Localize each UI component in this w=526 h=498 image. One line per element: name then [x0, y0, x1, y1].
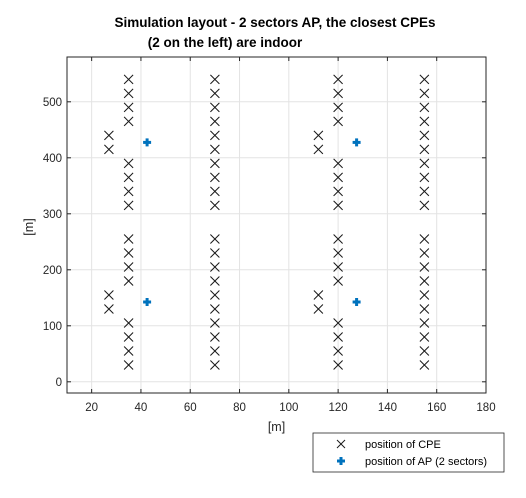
- cpe-point: [420, 131, 429, 140]
- x-tick-label: 120: [329, 402, 348, 414]
- cpe-point: [210, 89, 219, 98]
- cpe-point: [124, 159, 133, 168]
- cpe-point: [124, 173, 133, 182]
- cpe-point: [420, 187, 429, 196]
- cpe-point: [420, 173, 429, 182]
- chart-title-line: Simulation layout - 2 sectors AP, the cl…: [114, 15, 435, 30]
- y-tick-label: 500: [43, 97, 62, 109]
- cpe-point: [314, 291, 323, 300]
- cpe-point: [420, 347, 429, 356]
- cpe-point: [420, 89, 429, 98]
- cpe-point: [420, 201, 429, 210]
- cpe-point: [124, 333, 133, 342]
- cpe-point: [314, 305, 323, 314]
- cpe-point: [210, 159, 219, 168]
- cpe-point: [104, 145, 113, 154]
- cpe-point: [420, 361, 429, 370]
- cpe-point: [420, 305, 429, 314]
- y-tick-label: 100: [43, 321, 62, 333]
- x-tick-label: 100: [279, 402, 298, 414]
- y-axis-label: [m]: [22, 218, 36, 235]
- cpe-point: [124, 103, 133, 112]
- x-tick-label: 140: [378, 402, 397, 414]
- cpe-point: [124, 235, 133, 244]
- cpe-point: [210, 201, 219, 210]
- cpe-point: [210, 361, 219, 370]
- cpe-point: [420, 159, 429, 168]
- cpe-point: [420, 145, 429, 154]
- cpe-point: [420, 117, 429, 126]
- cpe-point: [124, 347, 133, 356]
- y-tick-label: 400: [43, 153, 62, 165]
- cpe-point: [420, 249, 429, 258]
- cpe-point: [124, 361, 133, 370]
- cpe-point: [210, 75, 219, 84]
- legend-entry-ap: position of AP (2 sectors): [365, 456, 487, 468]
- legend: position of CPE position of AP (2 sector…: [313, 433, 504, 472]
- legend-entry-cpe: position of CPE: [365, 439, 441, 451]
- cpe-point: [420, 333, 429, 342]
- cpe-point: [124, 75, 133, 84]
- cpe-point: [104, 305, 113, 314]
- cpe-point: [104, 291, 113, 300]
- cpe-point: [124, 89, 133, 98]
- cpe-point: [124, 277, 133, 286]
- x-tick-label: 80: [233, 402, 246, 414]
- cpe-point: [420, 103, 429, 112]
- cpe-point: [210, 347, 219, 356]
- cpe-point: [420, 235, 429, 244]
- x-tick-label: 60: [184, 402, 197, 414]
- cpe-point: [210, 249, 219, 258]
- y-tick-label: 300: [43, 209, 62, 221]
- cpe-point: [210, 131, 219, 140]
- cpe-point: [104, 131, 113, 140]
- ap-point: [143, 298, 151, 306]
- ap-point: [353, 138, 361, 146]
- x-tick-label: 160: [427, 402, 446, 414]
- x-axis-label: [m]: [268, 420, 285, 434]
- cpe-point: [124, 249, 133, 258]
- cpe-point: [210, 173, 219, 182]
- cpe-point: [124, 201, 133, 210]
- cpe-point: [210, 117, 219, 126]
- plot-area: [67, 57, 486, 393]
- cpe-point: [210, 145, 219, 154]
- cpe-point: [314, 131, 323, 140]
- cpe-point: [124, 117, 133, 126]
- cpe-point: [124, 187, 133, 196]
- cpe-point: [420, 291, 429, 300]
- ap-point: [143, 138, 151, 146]
- cpe-point: [210, 277, 219, 286]
- cpe-point: [210, 305, 219, 314]
- x-tick-label: 40: [135, 402, 148, 414]
- x-tick-label: 20: [85, 402, 98, 414]
- chart-title-line: (2 on the left) are indoor: [148, 35, 303, 50]
- y-tick-label: 200: [43, 265, 62, 277]
- y-tick-label: 0: [56, 377, 62, 389]
- cpe-point: [210, 333, 219, 342]
- ap-point: [353, 298, 361, 306]
- cpe-point: [420, 277, 429, 286]
- cpe-point: [314, 145, 323, 154]
- cpe-point: [420, 75, 429, 84]
- grid: [67, 57, 486, 393]
- chart-title: Simulation layout - 2 sectors AP, the cl…: [114, 15, 435, 50]
- cpe-point: [210, 187, 219, 196]
- cpe-point: [210, 235, 219, 244]
- cpe-point: [210, 103, 219, 112]
- x-tick-label: 180: [476, 402, 495, 414]
- cpe-point: [210, 291, 219, 300]
